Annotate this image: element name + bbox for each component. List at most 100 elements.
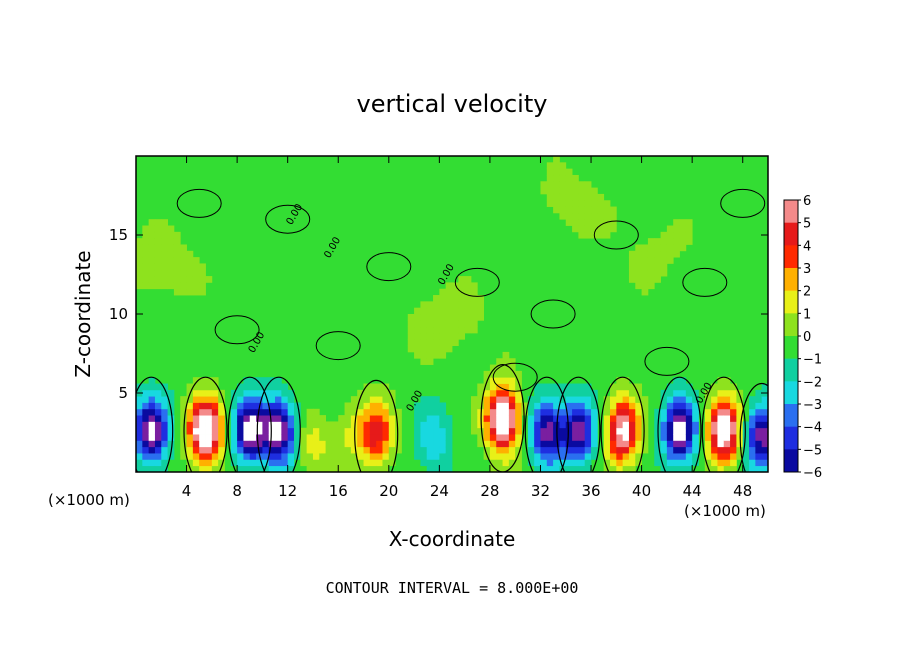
heatmap-cell: [704, 421, 712, 429]
heatmap-cell: [641, 434, 649, 441]
heatmap-cell: [572, 421, 579, 429]
heatmap-cell: [483, 415, 491, 422]
heatmap-cell: [578, 181, 586, 188]
x-tick-label: 36: [581, 482, 600, 500]
heatmap-cell: [666, 434, 674, 441]
heatmap-cell: [515, 383, 522, 391]
heatmap-cell: [502, 459, 510, 467]
heatmap-cell: [477, 440, 484, 448]
heatmap-cell: [414, 332, 421, 340]
heatmap-cell: [275, 389, 282, 397]
heatmap-cell: [761, 465, 768, 472]
heatmap-cell: [161, 238, 168, 245]
heatmap-cell: [546, 389, 554, 397]
heatmap-cell: [679, 383, 687, 391]
heatmap-cell: [534, 446, 541, 454]
heatmap-cell: [717, 408, 725, 416]
heatmap-cell: [635, 263, 642, 271]
heatmap-cell: [376, 415, 383, 422]
heatmap-cell: [186, 263, 194, 271]
heatmap-cell: [692, 427, 699, 435]
heatmap-cell: [262, 377, 270, 384]
heatmap-cell: [433, 301, 440, 309]
heatmap-cell: [489, 415, 497, 422]
colorbar-label: −2: [803, 375, 822, 390]
heatmap-cell: [591, 200, 598, 207]
heatmap-cell: [730, 459, 737, 467]
heatmap-cell: [616, 377, 624, 384]
colorbar-segment: [784, 381, 798, 405]
heatmap-cell: [338, 453, 345, 460]
heatmap-cell: [161, 421, 168, 429]
heatmap-cell: [654, 276, 661, 283]
heatmap-cell: [647, 269, 655, 277]
heatmap-cell: [717, 415, 725, 422]
heatmap-cell: [344, 453, 352, 460]
heatmap-cell: [142, 459, 150, 467]
heatmap-cell: [641, 269, 649, 277]
heatmap-cell: [167, 402, 175, 410]
heatmap-cell: [180, 402, 187, 410]
heatmap-cell: [711, 465, 718, 472]
heatmap-cell: [723, 465, 731, 472]
heatmap-cell: [382, 396, 390, 403]
heatmap-cell: [717, 446, 725, 454]
heatmap-cell: [312, 434, 320, 441]
heatmap-cell: [369, 427, 377, 435]
heatmap-cell: [635, 402, 642, 410]
heatmap-cell: [306, 453, 314, 460]
heatmap-cell: [161, 269, 168, 277]
heatmap-cell: [635, 421, 642, 429]
heatmap-cell: [186, 257, 194, 264]
heatmap-cell: [540, 389, 548, 397]
heatmap-cell: [414, 351, 421, 359]
heatmap-cell: [673, 402, 680, 410]
heatmap-cell: [426, 459, 434, 467]
heatmap-cell: [755, 459, 763, 467]
heatmap-cell: [730, 383, 737, 391]
heatmap-cell: [148, 276, 156, 283]
heatmap-cell: [717, 389, 725, 397]
heatmap-cell: [540, 465, 548, 472]
heatmap-cell: [256, 389, 263, 397]
heatmap-cell: [161, 389, 168, 397]
heatmap-cell: [755, 446, 763, 454]
heatmap-cell: [256, 421, 263, 429]
x-tick-label: 32: [531, 482, 550, 500]
heatmap-cell: [679, 415, 687, 422]
heatmap-cell: [205, 465, 213, 472]
heatmap-cell: [622, 465, 630, 472]
heatmap-cell: [192, 282, 200, 290]
heatmap-cell: [616, 402, 624, 410]
heatmap-cell: [205, 446, 213, 454]
heatmap-cell: [173, 276, 181, 283]
heatmap-cell: [433, 295, 440, 302]
heatmap-cell: [647, 257, 655, 264]
heatmap-cell: [192, 459, 200, 467]
heatmap-cell: [363, 402, 371, 410]
heatmap-cell: [161, 459, 168, 467]
heatmap-cell: [382, 446, 390, 454]
heatmap-cell: [142, 244, 150, 252]
heatmap-cell: [603, 231, 611, 239]
heatmap-cell: [761, 434, 768, 441]
heatmap-cell: [148, 465, 156, 472]
contour-interval-note: CONTOUR INTERVAL = 8.000E+00: [326, 579, 579, 597]
heatmap-cell: [268, 408, 276, 416]
heatmap-cell: [711, 427, 718, 435]
heatmap-cell: [679, 408, 687, 416]
heatmap-cell: [559, 174, 567, 182]
heatmap-cell: [414, 434, 421, 441]
heatmap-cell: [496, 396, 503, 403]
heatmap-cell: [559, 193, 567, 201]
heatmap-cell: [685, 225, 693, 233]
heatmap-cell: [186, 440, 194, 448]
heatmap-cell: [256, 377, 263, 384]
heatmap-cell: [704, 427, 712, 435]
heatmap-cell: [755, 427, 763, 435]
heatmap-cell: [445, 295, 453, 302]
heatmap-cell: [610, 434, 617, 441]
heatmap-cell: [685, 238, 693, 245]
heatmap-cell: [508, 377, 516, 384]
chart-title: vertical velocity: [357, 90, 548, 118]
